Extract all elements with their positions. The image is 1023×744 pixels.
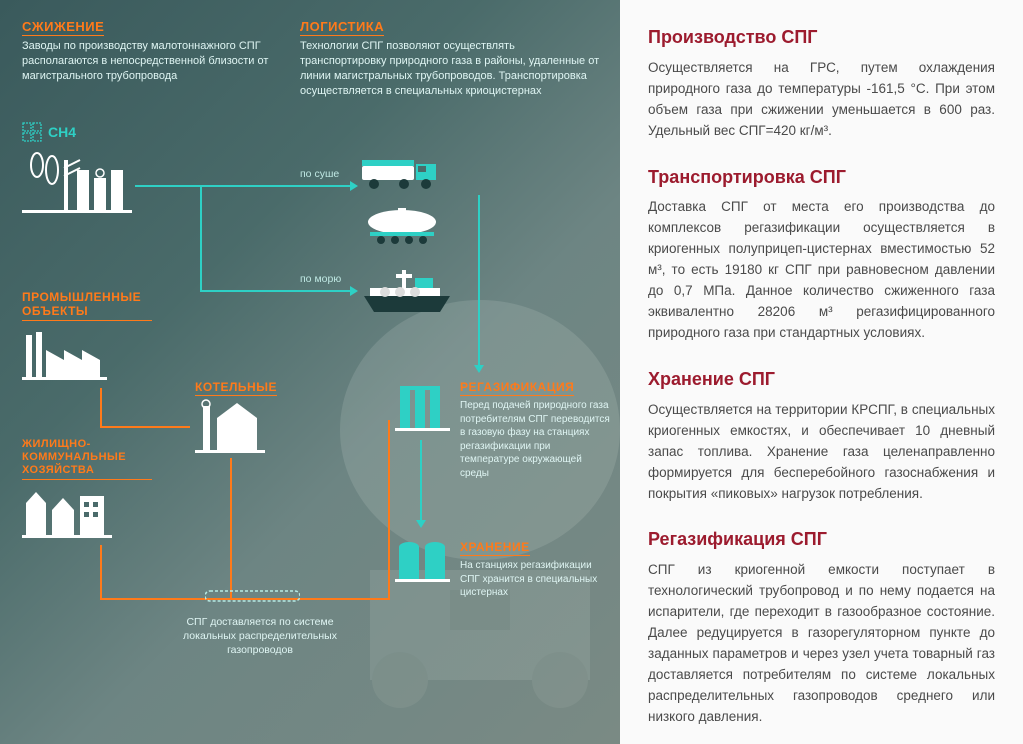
- flow-arrow: [478, 195, 480, 365]
- boilers-title: КОТЕЛЬНЫЕ: [195, 380, 277, 396]
- dist-line: [100, 545, 102, 600]
- arrow-head-icon: [350, 286, 358, 296]
- dist-line: [100, 388, 102, 428]
- section-3-body: Осуществляется на территории КРСПГ, в сп…: [648, 400, 995, 505]
- liquefaction-title: СЖИЖЕНИЕ: [22, 19, 104, 36]
- flow-arrow: [200, 290, 350, 292]
- flow-arrow: [135, 185, 350, 187]
- logistics-desc: Технологии СПГ позволяют осуществлять тр…: [300, 39, 600, 98]
- logistics-block: ЛОГИСТИКА Технологии СПГ позволяют осуще…: [300, 18, 600, 98]
- boilers-block: КОТЕЛЬНЫЕ: [195, 378, 277, 399]
- by-sea-label: по морю: [300, 273, 341, 285]
- housing-title: ЖИЛИЩНО-КОММУНАЛЬНЫЕ ХОЗЯЙСТВА: [22, 438, 152, 480]
- diagram-panel: СЖИЖЕНИЕ Заводы по производству малотонн…: [0, 0, 620, 744]
- flow-arrow: [200, 185, 202, 290]
- storage-block: ХРАНЕНИЕ На станциях регазификации СПГ х…: [460, 538, 610, 600]
- dist-line: [100, 426, 190, 428]
- arrow-head-icon: [474, 365, 484, 373]
- section-4-body: СПГ из криогенной емкости поступает в те…: [648, 560, 995, 727]
- arrow-head-icon: [416, 520, 426, 528]
- industrial-title: ПРОМЫШЛЕННЫЕ ОБЪЕКТЫ: [22, 290, 152, 321]
- storage-icon: [395, 535, 450, 590]
- ch4-label: CH4: [48, 124, 76, 140]
- pipe-icon: [205, 585, 300, 607]
- regasification-block: РЕГАЗИФИКАЦИЯ Перед подачей природного г…: [460, 378, 610, 480]
- housing-icon: [22, 488, 112, 543]
- regasification-icon: [395, 380, 450, 435]
- by-land-label: по суше: [300, 168, 339, 180]
- rail-tanker-icon: [365, 206, 440, 244]
- section-1-body: Осуществляется на ГРС, путем охлаждения …: [648, 58, 995, 142]
- dist-line: [388, 420, 390, 600]
- section-3-heading: Хранение СПГ: [648, 366, 995, 394]
- flow-arrow: [420, 440, 422, 520]
- text-panel: Производство СПГ Осуществляется на ГРС, …: [620, 0, 1023, 744]
- dist-line: [230, 458, 232, 600]
- liquefaction-block: СЖИЖЕНИЕ Заводы по производству малотонн…: [22, 18, 272, 84]
- arrow-head-icon: [350, 181, 358, 191]
- housing-block: ЖИЛИЩНО-КОММУНАЛЬНЫЕ ХОЗЯЙСТВА: [22, 438, 152, 483]
- boiler-icon: [195, 398, 265, 458]
- molecule-icon: [22, 122, 42, 142]
- logistics-title: ЛОГИСТИКА: [300, 19, 384, 36]
- section-2-body: Доставка СПГ от места его производства д…: [648, 197, 995, 343]
- regasification-title: РЕГАЗИФИКАЦИЯ: [460, 380, 574, 396]
- section-2-heading: Транспортировка СПГ: [648, 164, 995, 192]
- section-4-heading: Регазификация СПГ: [648, 526, 995, 554]
- ship-icon: [360, 268, 455, 318]
- truck-icon: [360, 152, 440, 190]
- storage-desc: На станциях регазификации СПГ хранится в…: [460, 559, 610, 600]
- factory-icon: [22, 330, 107, 385]
- industrial-block: ПРОМЫШЛЕННЫЕ ОБЪЕКТЫ: [22, 290, 152, 324]
- plant-icon: [22, 150, 132, 220]
- diagram-footer: СПГ доставляется по системе локальных ра…: [170, 615, 350, 658]
- regasification-desc: Перед подачей природного газа потребител…: [460, 399, 610, 480]
- liquefaction-desc: Заводы по производству малотоннажного СП…: [22, 39, 272, 84]
- storage-title: ХРАНЕНИЕ: [460, 540, 530, 556]
- section-1-heading: Производство СПГ: [648, 24, 995, 52]
- truck-backdrop: [310, 260, 650, 720]
- ch4-badge: CH4: [22, 122, 76, 142]
